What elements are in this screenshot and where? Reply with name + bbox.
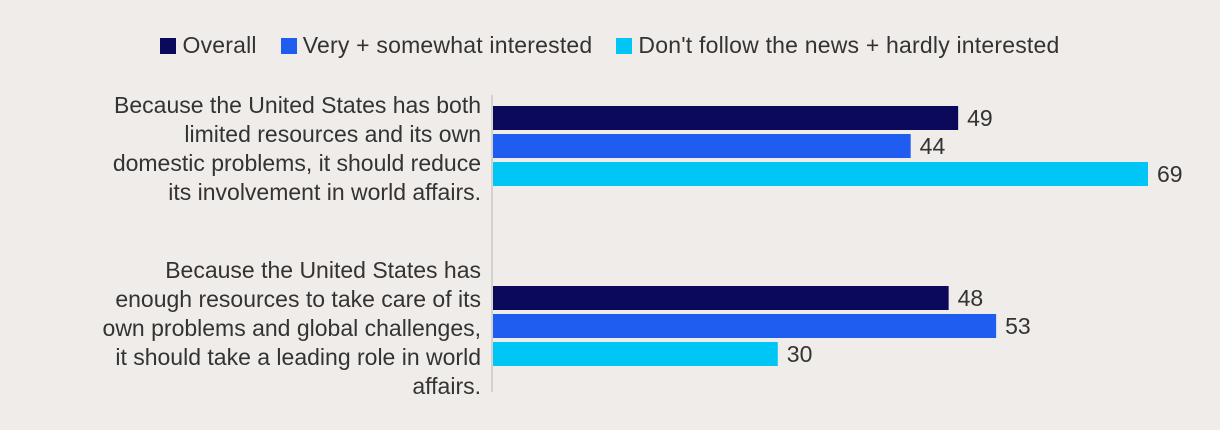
category-label-line: enough resources to take care of its [115, 286, 481, 312]
data-label-1-2: 30 [787, 341, 813, 367]
category-label-line: it should take a leading role in world [115, 344, 481, 370]
legend-item-1: Very + somewhat interested [280, 32, 593, 59]
chart-legend: Overall Very + somewhat interested Don't f… [0, 32, 1220, 59]
legend-swatch [280, 37, 297, 54]
category-label-line: Because the United States has both [114, 92, 481, 118]
legend-item-0: Overall [160, 32, 257, 59]
category-label-0: Because the United States has both limite… [113, 91, 481, 207]
legend-label: Don't follow the news + hardly intereste… [638, 32, 1060, 58]
category-label-line: affairs. [412, 373, 481, 399]
data-label-1-0: 48 [958, 285, 984, 311]
category-label-line: limited resources and its own [184, 121, 481, 147]
data-label-0-0: 49 [967, 105, 993, 131]
legend-swatch [616, 37, 633, 54]
bar-1-1 [493, 314, 997, 338]
data-label-0-1: 44 [920, 133, 946, 159]
legend-label: Overall [182, 32, 257, 58]
category-label-line: domestic problems, it should reduce [112, 150, 481, 176]
data-label-0-2: 69 [1157, 161, 1183, 187]
bar-0-1 [493, 134, 911, 158]
category-label-line: Because the United States has [165, 257, 481, 283]
legend-item-2: Don't follow the news + hardly intereste… [616, 32, 1059, 59]
bar-0-0 [493, 106, 959, 130]
legend-swatch [160, 37, 177, 54]
bar-0-2 [493, 162, 1148, 186]
data-label-1-1: 53 [1005, 313, 1031, 339]
bar-1-0 [493, 286, 949, 310]
bar-1-2 [493, 342, 778, 366]
legend-label: Very + somewhat interested [302, 32, 593, 58]
category-label-line: its involvement in world affairs. [168, 179, 481, 205]
category-label-1: Because the United States has enough reso… [103, 256, 481, 401]
category-label-line: own problems and global challenges, [102, 315, 481, 341]
